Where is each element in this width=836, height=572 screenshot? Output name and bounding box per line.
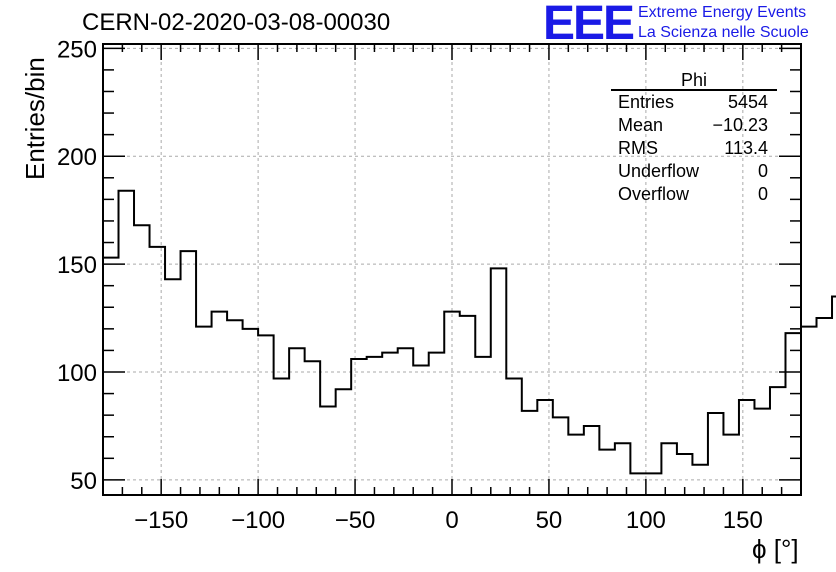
y-tick-label: 200 [57, 144, 97, 171]
stats-value: 0 [757, 161, 768, 181]
stats-label: Entries [618, 92, 675, 112]
chart-title: CERN-02-2020-03-08-00030 [82, 9, 391, 36]
stats-value: 5454 [727, 92, 768, 112]
y-axis-label: Entries/bin [20, 57, 50, 180]
eee-logo: EEE [543, 0, 635, 50]
histogram-line [102, 189, 836, 495]
y-tick-label: 50 [70, 468, 97, 495]
tick-labels: −150 −100 −50 0 50 100 150 50 100 150 200 250 [57, 36, 763, 534]
y-tick-label: 150 [57, 252, 97, 279]
x-tick-label: 150 [723, 507, 763, 534]
x-tick-label: 100 [626, 507, 666, 534]
logo-subtitle-2: La Scienza nelle Scuole [638, 24, 809, 41]
stats-row: RMS 113.4 [611, 137, 777, 160]
stats-label: Overflow [618, 184, 690, 204]
stats-row: Entries 5454 [611, 91, 777, 114]
x-tick-label: −100 [231, 507, 285, 534]
stats-label: RMS [618, 138, 658, 158]
stats-box: Phi Entries 5454 Mean −10.23 RMS 113.4 Unde… [611, 71, 777, 206]
axes [102, 43, 802, 496]
x-tick-label: 0 [445, 507, 458, 534]
y-tick-label: 250 [57, 36, 97, 63]
x-axis-label: ϕ [°] [752, 534, 799, 564]
stats-row: Overflow 0 [611, 183, 777, 206]
x-tick-label: −50 [335, 507, 376, 534]
x-tick-label: −150 [134, 507, 188, 534]
stats-value: 0 [757, 184, 768, 204]
stats-value: −10.23 [712, 115, 768, 135]
stats-title: Phi [611, 71, 777, 91]
x-tick-label: 50 [536, 507, 563, 534]
stats-row: Underflow 0 [611, 160, 777, 183]
stats-label: Underflow [618, 161, 700, 181]
stats-label: Mean [618, 115, 664, 135]
stats-value: 113.4 [724, 138, 768, 158]
stats-row: Mean −10.23 [611, 114, 777, 137]
y-tick-label: 100 [57, 360, 97, 387]
logo-subtitle-1: Extreme Energy Events [638, 4, 807, 21]
